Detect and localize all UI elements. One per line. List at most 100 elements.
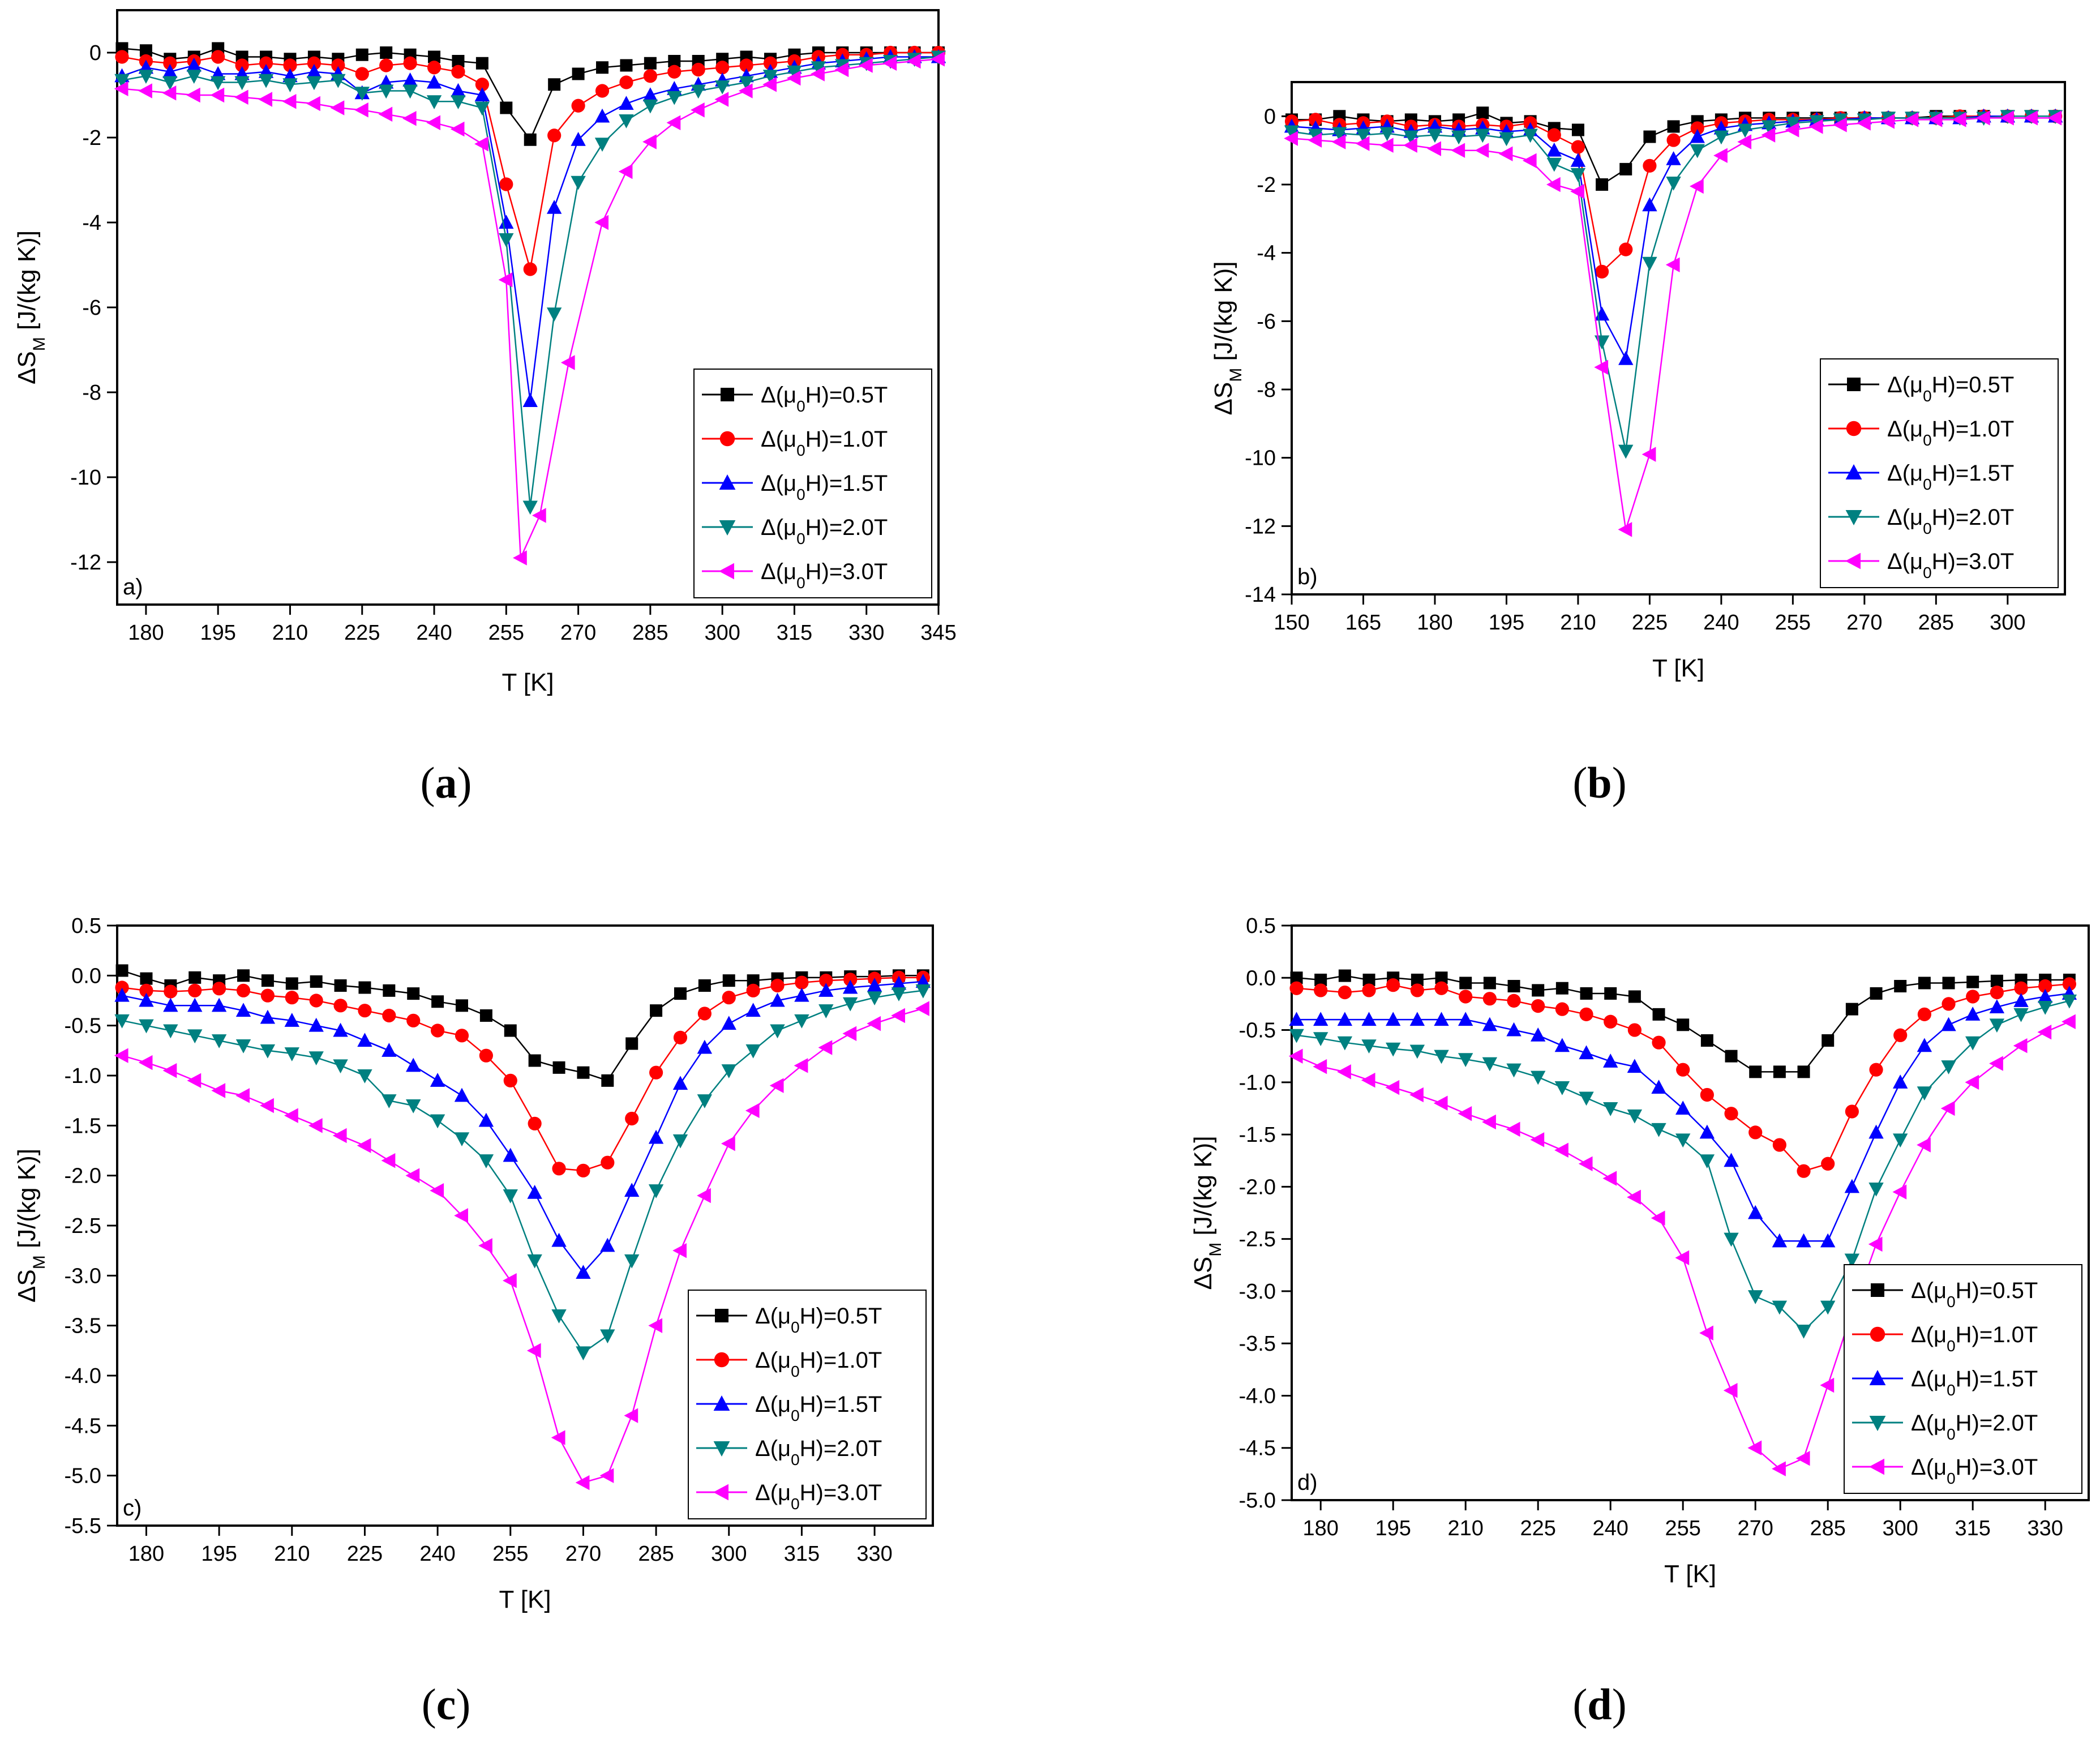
data-point	[1893, 1028, 1908, 1042]
data-point	[596, 61, 609, 74]
x-tick-label: 225	[344, 621, 380, 645]
data-point	[1965, 1007, 1981, 1021]
x-tick-label: 195	[1489, 611, 1524, 635]
data-point	[1313, 1012, 1328, 1026]
data-point	[1602, 1171, 1617, 1186]
x-tick-label: 330	[2027, 1517, 2063, 1540]
x-tick-label: 240	[419, 1542, 455, 1566]
x-tick-label: 270	[1737, 1517, 1773, 1540]
data-point	[1459, 977, 1472, 990]
data-point	[139, 1019, 154, 1034]
data-point	[430, 1114, 445, 1129]
data-point	[403, 56, 417, 70]
series-line	[122, 56, 938, 401]
data-point	[1724, 1232, 1739, 1247]
data-point	[770, 992, 785, 1007]
data-point	[354, 102, 368, 118]
data-point	[358, 1004, 372, 1018]
data-point	[649, 1065, 663, 1080]
data-point	[1965, 1074, 1979, 1090]
x-tick-label: 210	[1447, 1517, 1483, 1540]
data-point	[739, 76, 754, 91]
data-point	[1555, 982, 1568, 995]
x-tick-label: 225	[1632, 611, 1668, 635]
data-point	[522, 393, 538, 407]
x-tick-label: 345	[920, 621, 956, 645]
data-point	[1458, 1012, 1473, 1026]
data-point	[1338, 986, 1352, 1000]
data-point	[1506, 1022, 1522, 1037]
data-point	[547, 129, 562, 143]
legend: Δ(μ0H)=0.5TΔ(μ0H)=1.0TΔ(μ0H)=1.5TΔ(μ0H)=…	[688, 1290, 927, 1519]
data-point	[308, 1017, 324, 1032]
data-point	[1507, 980, 1520, 993]
data-point	[1796, 1233, 1811, 1248]
data-point	[1411, 973, 1424, 986]
data-point	[1410, 983, 1424, 997]
data-point	[1385, 1080, 1400, 1095]
data-point	[138, 70, 154, 84]
y-tick-label: -3.5	[1239, 1332, 1276, 1356]
data-point	[524, 133, 537, 146]
data-point	[891, 1008, 905, 1023]
data-point	[551, 1430, 565, 1445]
data-point	[1642, 256, 1657, 271]
data-point	[1499, 132, 1514, 147]
y-tick-label: -10	[70, 466, 101, 490]
data-point	[906, 53, 921, 69]
data-point	[138, 83, 152, 99]
x-tick-label: 270	[1846, 611, 1882, 635]
data-point	[260, 1098, 274, 1114]
data-point	[1435, 971, 1448, 984]
data-point	[1868, 1236, 1883, 1252]
x-tick-label: 315	[784, 1542, 820, 1566]
y-tick-label: -2.0	[1239, 1175, 1276, 1199]
chart-b: 150 165 180 195 210 225 240 255 270 285 300 0 -2 -4 -6…	[1210, 81, 2066, 682]
data-point	[1942, 977, 1955, 990]
data-point	[599, 1468, 614, 1483]
data-point	[668, 55, 681, 67]
data-point	[551, 1309, 567, 1324]
data-point	[478, 1154, 494, 1168]
x-tick-label: 180	[128, 1542, 164, 1566]
data-point	[499, 233, 514, 247]
data-point	[1546, 142, 1562, 157]
y-tick-label: -4.0	[1239, 1384, 1276, 1408]
data-point	[1893, 1133, 1908, 1148]
data-point	[237, 969, 250, 982]
legend-marker	[1847, 378, 1861, 391]
y-tick-label: 0.5	[71, 914, 101, 938]
data-point	[1699, 1154, 1715, 1168]
data-point	[479, 1048, 493, 1063]
y-tick-label: -14	[1245, 583, 1276, 607]
data-point	[1451, 143, 1465, 158]
data-point	[1595, 264, 1609, 279]
data-point	[1651, 1080, 1666, 1094]
data-point	[380, 46, 393, 59]
data-point	[915, 1001, 929, 1016]
data-point	[1338, 969, 1351, 982]
y-tick-label: -8	[1257, 378, 1276, 402]
data-point	[1952, 112, 1966, 127]
data-point	[1700, 1034, 1713, 1047]
data-point	[882, 55, 897, 71]
data-point	[546, 200, 562, 214]
legend-marker	[1869, 1458, 1884, 1475]
data-point	[1737, 134, 1752, 149]
y-tick-label: -4.5	[1239, 1437, 1276, 1461]
x-tick-label: 255	[1775, 611, 1811, 635]
data-point	[1868, 1124, 1884, 1139]
data-point	[523, 262, 537, 276]
data-point	[355, 67, 369, 81]
data-point	[138, 1055, 153, 1070]
caption-b: (b)	[1572, 758, 1627, 807]
data-point	[1475, 129, 1490, 143]
y-axis-title: ΔSM [J/(kg K)]	[13, 1149, 49, 1303]
data-point	[503, 1273, 517, 1288]
data-point	[1482, 992, 1497, 1006]
data-point	[624, 1408, 638, 1423]
legend: Δ(μ0H)=0.5TΔ(μ0H)=1.0TΔ(μ0H)=1.5TΔ(μ0H)=…	[1820, 358, 2059, 588]
y-tick-label: -5.5	[65, 1514, 101, 1538]
legend-marker	[1869, 1370, 1886, 1385]
data-point	[642, 99, 658, 114]
